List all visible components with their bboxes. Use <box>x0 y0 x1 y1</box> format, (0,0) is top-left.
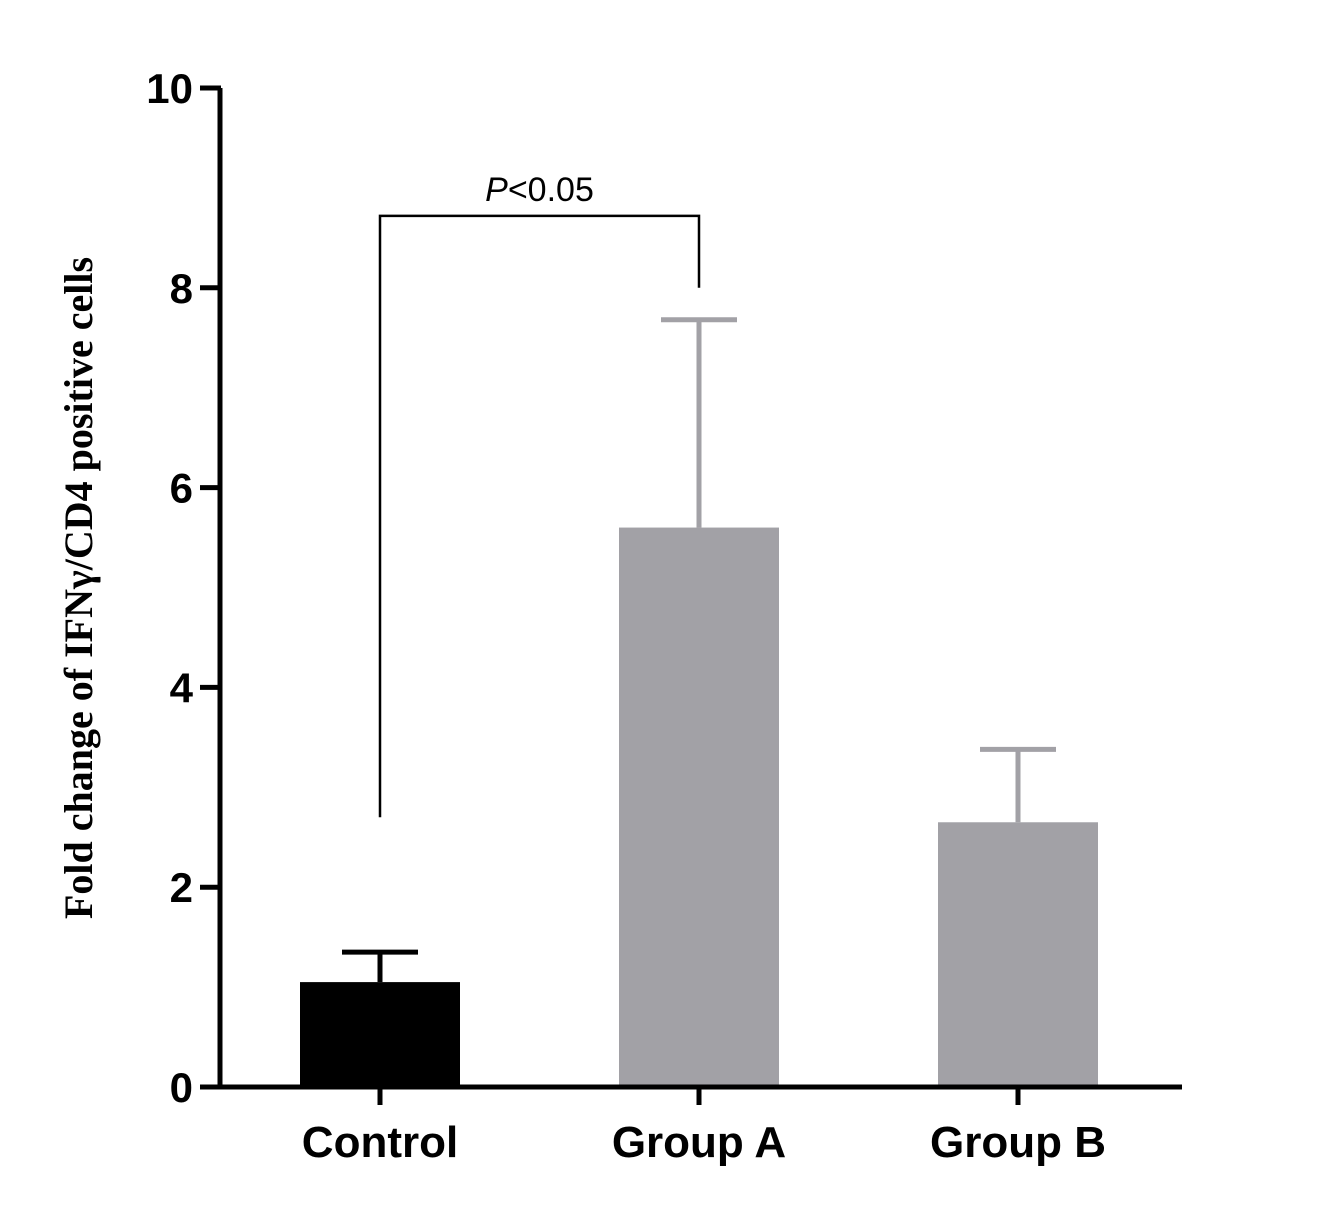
error-bar-group-a <box>661 317 737 528</box>
bar-group-a <box>619 527 779 1087</box>
y-tick-label-4: 4 <box>170 664 194 711</box>
p-threshold: <0.05 <box>508 171 594 209</box>
error-bar-control <box>342 949 418 983</box>
significance-label: P<0.05 <box>485 171 594 209</box>
error-bar-group-b <box>980 746 1056 823</box>
x-tick-label-group-b: Group B <box>930 1118 1106 1167</box>
y-tick-label-8: 8 <box>170 265 193 312</box>
bar-group-b <box>938 822 1098 1087</box>
x-tick-label-control: Control <box>302 1118 458 1167</box>
y-tick-label-6: 6 <box>170 465 193 512</box>
error-bars <box>342 317 1056 983</box>
y-tick-label-10: 10 <box>146 65 193 112</box>
bars <box>300 527 1098 1087</box>
x-ticks: Control Group A Group B <box>302 1087 1106 1167</box>
y-ticks: 0 2 4 6 8 10 <box>146 65 221 1111</box>
p-symbol: P <box>485 171 508 209</box>
y-tick-label-0: 0 <box>170 1064 193 1111</box>
significance-bracket: P<0.05 <box>378 171 701 818</box>
y-tick-label-2: 2 <box>170 864 193 911</box>
x-tick-label-group-a: Group A <box>612 1118 786 1167</box>
significance-bracket-line <box>378 214 701 818</box>
y-axis-title: Fold change of IFNγ/CD4 positive cells <box>56 257 101 919</box>
bar-control <box>300 982 460 1087</box>
